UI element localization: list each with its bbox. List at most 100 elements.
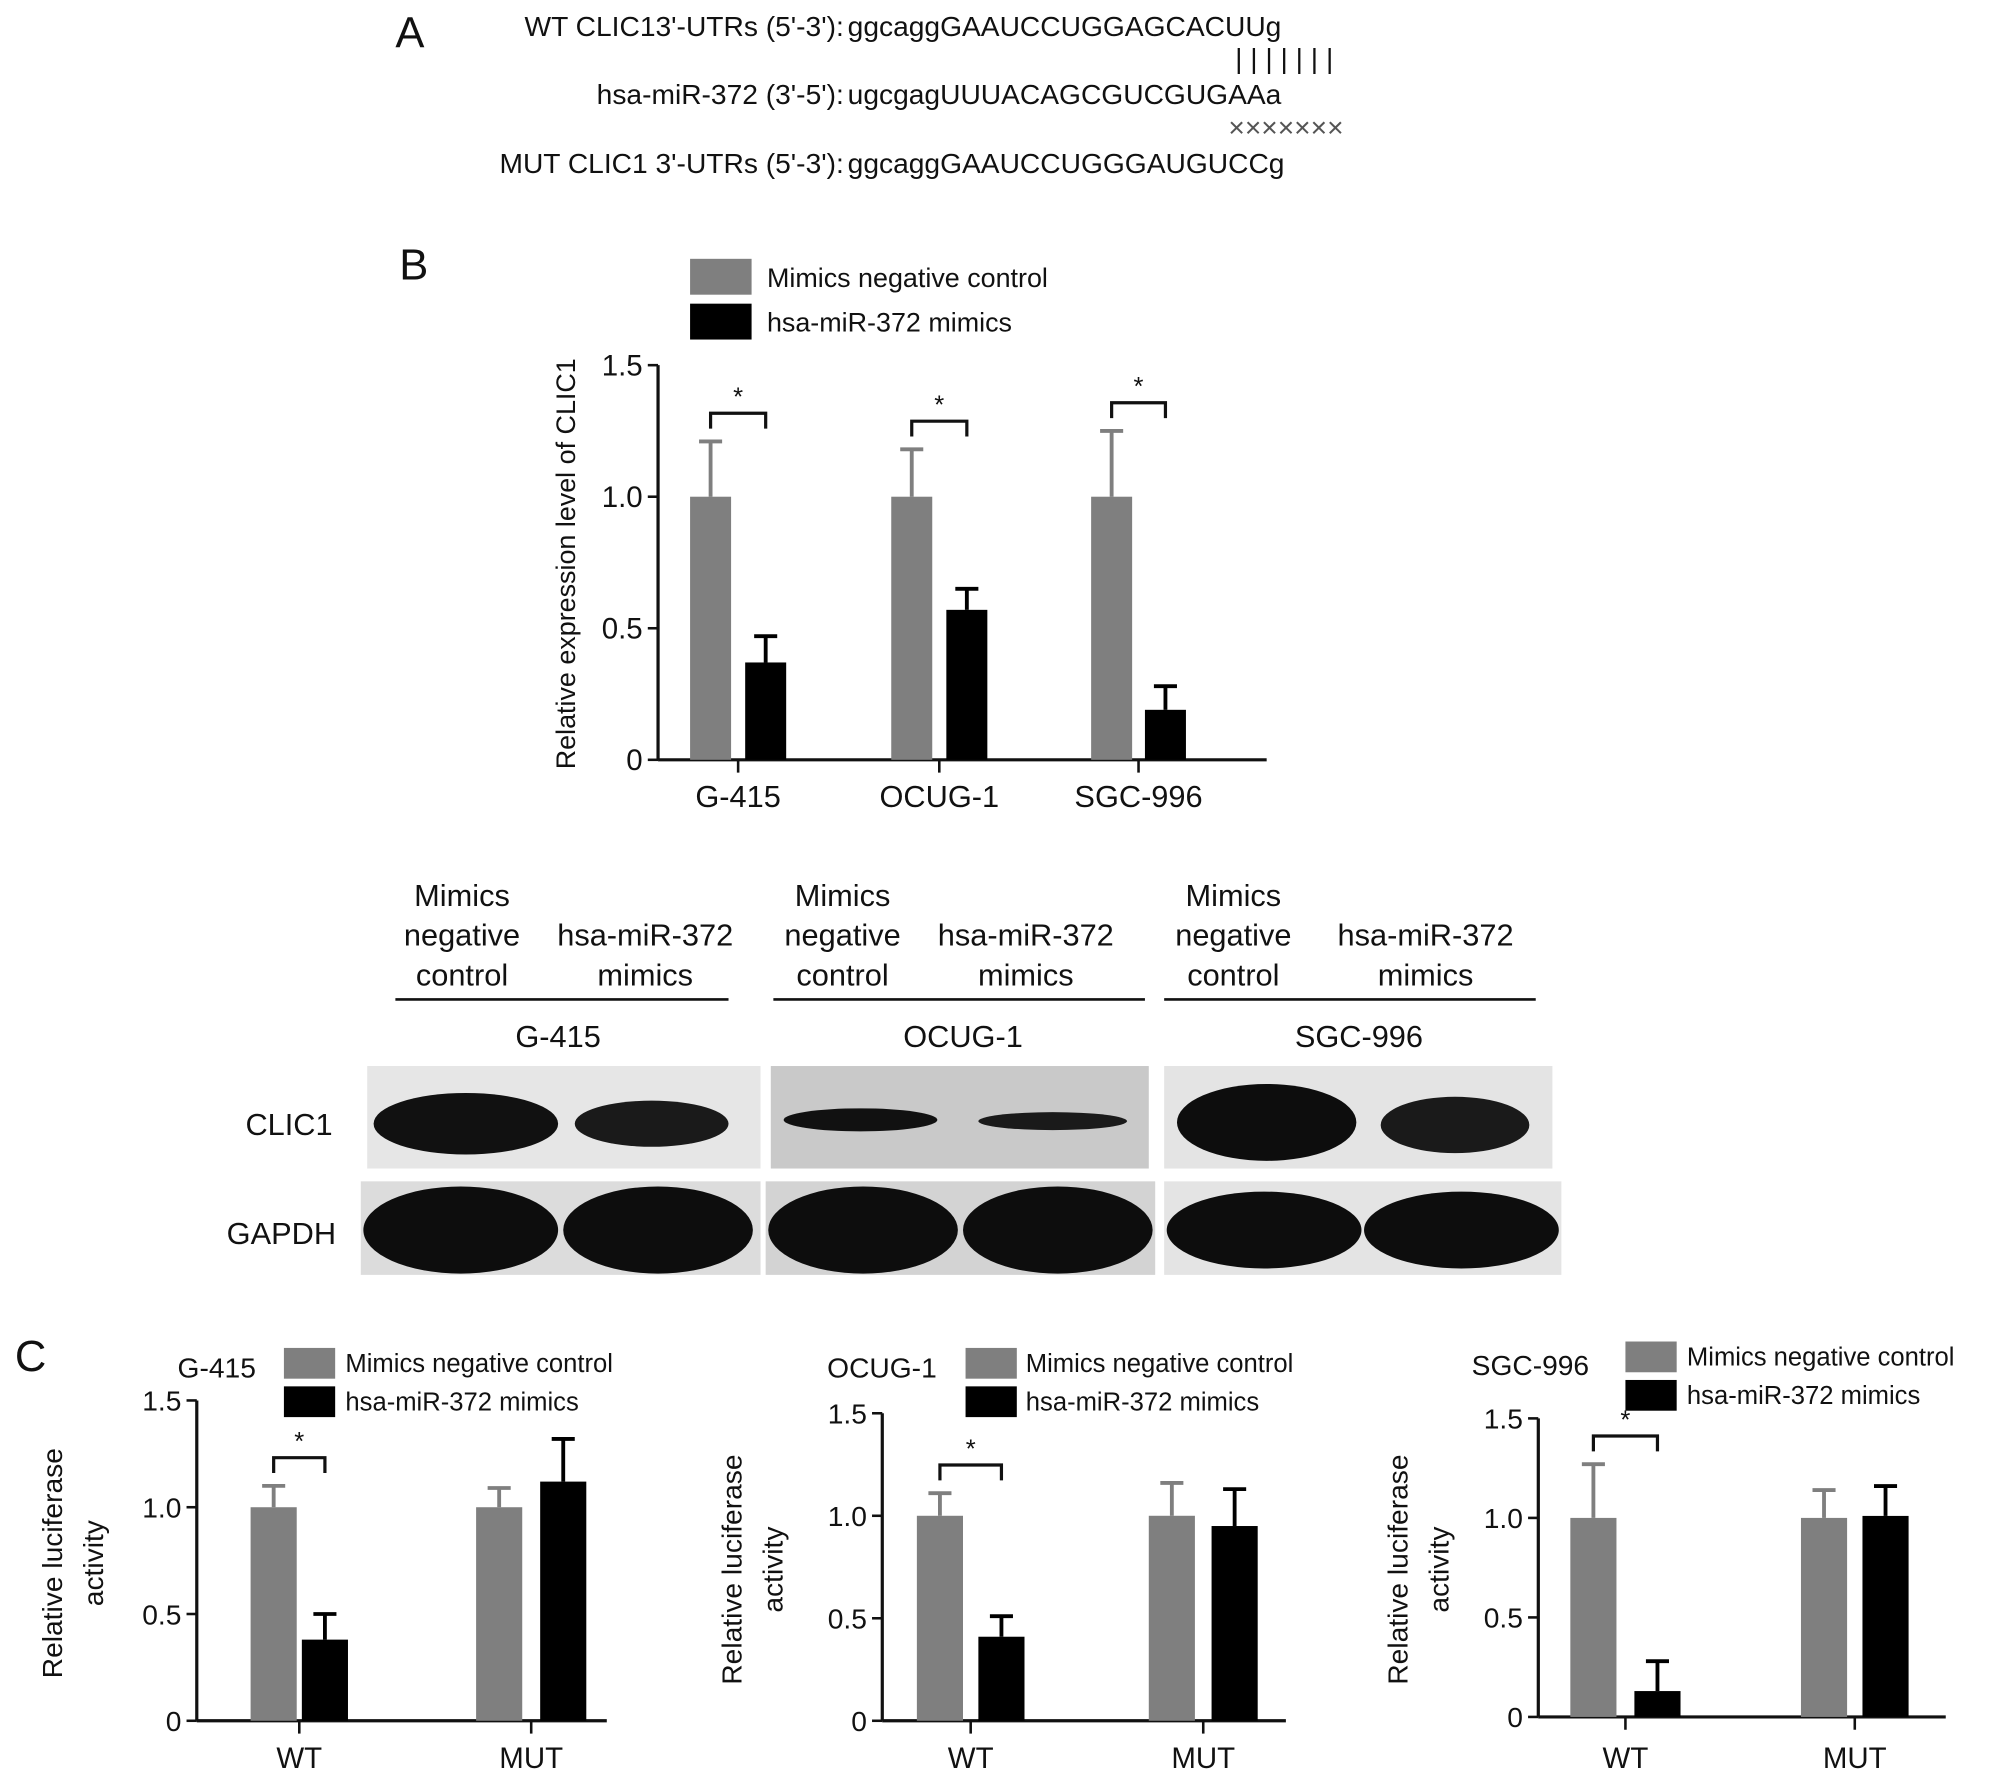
bar-chart: 0 0.5 1.0 1.5 Relative expression level of C… (551, 258, 1267, 814)
y-tick-label: 1.0 (1484, 1502, 1523, 1534)
band (1166, 1191, 1362, 1269)
mismatch-marks: ××××××× (1228, 111, 1343, 143)
x-tick-label: MUT (1171, 1742, 1235, 1775)
legend-label: hsa-miR-372 mimics (1687, 1382, 1920, 1410)
legend-swatch (690, 258, 752, 295)
lane-label: control (1187, 957, 1279, 992)
wt-utr-sequence: ggcaggGAAUCCUGGAGCACUUg (848, 10, 1282, 42)
bar (1634, 1691, 1681, 1717)
legend-swatch (965, 1347, 1017, 1379)
legend-label: hsa-miR-372 mimics (1026, 1388, 1259, 1416)
band (574, 1100, 729, 1147)
y-axis-label: Relative luciferase (36, 1448, 68, 1678)
bar (1144, 709, 1186, 760)
significance-bracket (1110, 401, 1168, 419)
legend-swatch (1625, 1341, 1677, 1373)
y-tick-label: 1.0 (142, 1491, 181, 1523)
chart-title: OCUG-1 (827, 1351, 937, 1383)
x-tick-label: SGC-996 (1074, 779, 1202, 814)
lane-label: control (796, 957, 888, 992)
y-tick-label: 1.5 (142, 1385, 181, 1417)
pairing-marks: | | | | | | | (1235, 42, 1333, 74)
x-tick-label: OCUG-1 (879, 779, 999, 814)
legend-swatch (965, 1386, 1017, 1418)
significance-marker: * (934, 391, 944, 419)
y-axis-label: activity (77, 1519, 109, 1606)
y-axis-label: activity (756, 1526, 788, 1613)
legend-swatch (283, 1347, 336, 1379)
y-tick-label: 1.5 (602, 349, 643, 382)
chart-title: G-415 (178, 1351, 256, 1383)
lane-label: negative (1175, 918, 1291, 953)
legend-label: hsa-miR-372 mimics (767, 308, 1012, 338)
legend-label: Mimics negative control (1687, 1344, 1955, 1372)
legend-label: hsa-miR-372 mimics (345, 1388, 578, 1416)
band (768, 1186, 958, 1274)
cell-line-label: SGC-996 (1295, 1019, 1423, 1054)
bar (1570, 1517, 1617, 1717)
x-tick-label: WT (276, 1742, 322, 1775)
bar (946, 609, 988, 760)
y-tick-label: 0.5 (602, 613, 643, 646)
y-tick-label: 0.5 (142, 1598, 181, 1630)
x-tick-label: MUT (499, 1742, 563, 1775)
lane-label: control (416, 957, 508, 992)
lane-label: hsa-miR-372 (557, 918, 733, 953)
band (783, 1108, 938, 1132)
significance-bracket (708, 411, 768, 429)
y-tick-label: 0 (1507, 1701, 1523, 1733)
bar (476, 1507, 523, 1721)
bar (1148, 1515, 1195, 1721)
mirna-sequence: ugcgagUUUACAGCGUCGUGAAa (848, 78, 1282, 110)
panel-c-label: C (15, 1333, 46, 1381)
lane-label: mimics (597, 957, 693, 992)
cell-line-label: G-415 (515, 1019, 600, 1054)
band (978, 1112, 1128, 1131)
legend-label: Mimics negative control (345, 1350, 613, 1378)
lane-label: hsa-miR-372 (938, 918, 1114, 953)
lane-label: negative (784, 918, 900, 953)
lane-label: hsa-miR-372 (1338, 918, 1514, 953)
significance-marker: * (733, 384, 743, 412)
significance-bracket (938, 1463, 1004, 1481)
y-tick-label: 0 (851, 1705, 867, 1737)
band (563, 1186, 753, 1274)
legend-swatch (283, 1386, 336, 1418)
y-axis-label: Relative expression level of CLIC1 (551, 358, 581, 769)
lane-label: Mimics (1186, 878, 1282, 913)
panel-b-label: B (399, 241, 428, 289)
significance-bracket (910, 419, 969, 437)
bar (250, 1507, 297, 1721)
bar (978, 1636, 1025, 1721)
y-axis-label: Relative luciferase (715, 1454, 747, 1684)
legend-swatch (1625, 1379, 1677, 1411)
chart-title: SGC-996 (1472, 1349, 1589, 1381)
significance-marker: * (1620, 1406, 1630, 1434)
lane-label: Mimics (795, 878, 891, 913)
bar (916, 1515, 963, 1721)
y-tick-label: 1.5 (828, 1398, 867, 1430)
y-axis-label: activity (1423, 1526, 1455, 1613)
y-tick-label: 1.0 (602, 481, 643, 514)
y-tick-label: 1.5 (1484, 1403, 1523, 1435)
bar-chart: 0 0.5 1.0 1.5 Relative luciferase activity SGC… (1382, 1341, 1955, 1775)
y-tick-label: 0 (626, 744, 642, 777)
bar (540, 1481, 587, 1721)
legend-label: Mimics negative control (1026, 1350, 1294, 1378)
bar (891, 496, 933, 760)
x-tick-label: G-415 (695, 779, 780, 814)
y-tick-label: 0.5 (1484, 1602, 1523, 1634)
bar (1800, 1517, 1848, 1717)
bar-chart: 0 0.5 1.0 1.5 Relative luciferase activity G-4… (36, 1347, 613, 1775)
significance-marker: * (966, 1435, 976, 1463)
x-tick-label: WT (1603, 1742, 1649, 1775)
band (962, 1186, 1153, 1274)
x-tick-label: MUT (1823, 1742, 1887, 1775)
western-blot: Mimics negative control hsa-miR-372 mimi… (227, 878, 1562, 1275)
significance-marker: * (294, 1428, 304, 1456)
y-tick-label: 0 (166, 1705, 182, 1737)
mut-utr-sequence: ggcaggGAAUCCUGGGAUGUCCg (848, 147, 1285, 179)
bar (690, 496, 732, 760)
charts: 0 0.5 1.0 1.5 Relative expression level of C… (36, 258, 1955, 1775)
